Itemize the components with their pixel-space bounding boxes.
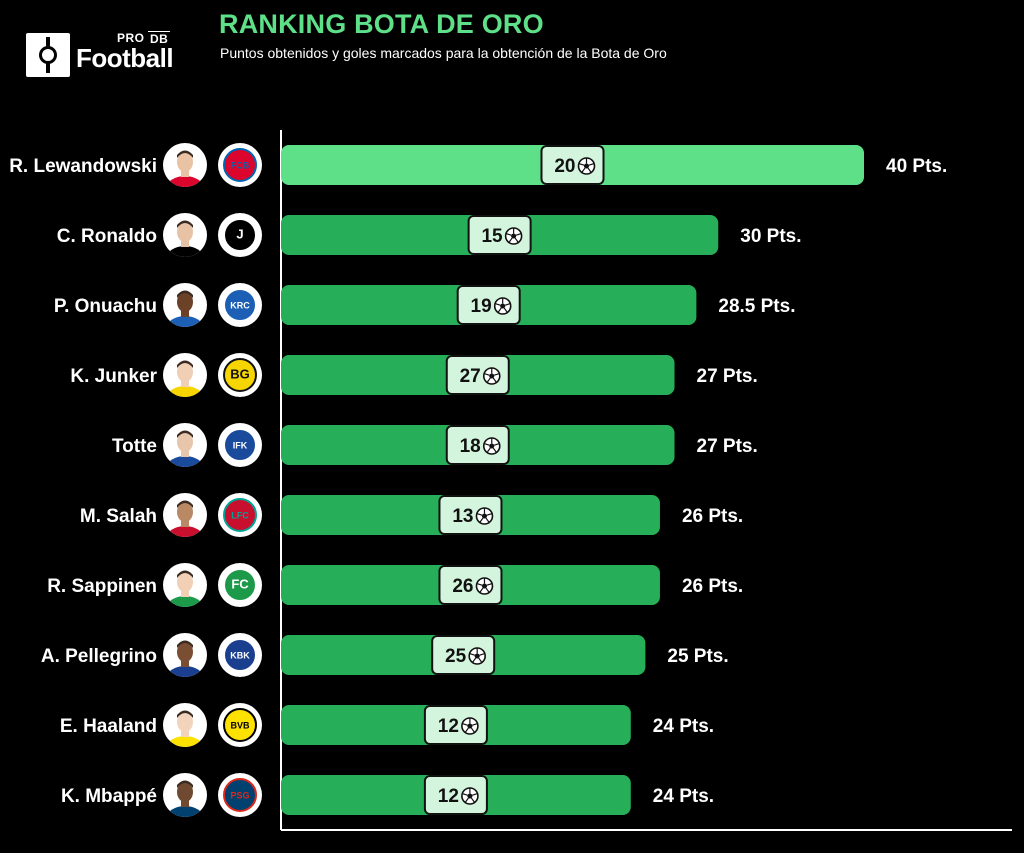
club-crest: KRC	[218, 283, 262, 327]
football-icon	[461, 787, 479, 805]
goals-value-label: 26	[452, 576, 473, 597]
points-value-label: 26 Pts.	[682, 506, 743, 527]
goals-value-label: 12	[438, 786, 459, 807]
bar-row: Totte IFK 18 27 Pts.	[112, 423, 758, 467]
goals-badge: 12	[423, 705, 488, 745]
club-crest: KBK	[218, 633, 262, 677]
club-crest: PSG	[218, 773, 262, 817]
goals-value-label: 20	[554, 156, 575, 177]
bar-row: A. Pellegrino KBK 25 25 Pts.	[41, 633, 729, 677]
goals-badge: 27	[445, 355, 510, 395]
football-icon	[504, 227, 523, 245]
club-crest: BVB	[218, 703, 262, 747]
player-name-label: Totte	[112, 436, 157, 457]
points-value-label: 27 Pts.	[697, 436, 758, 457]
profootballdb-logo: PRO DB Football	[26, 31, 190, 79]
logo-wordmark: Football	[76, 43, 174, 73]
club-crest-mark: LFC	[231, 511, 249, 521]
football-icon	[461, 717, 479, 735]
football-icon	[468, 647, 486, 665]
logo-db-text: DB	[148, 31, 171, 46]
club-crest: FCB	[218, 143, 262, 187]
goals-value-label: 27	[460, 366, 481, 387]
player-avatar	[163, 703, 207, 747]
bar-row: K. Mbappé PSG 12 24 Pts.	[61, 773, 714, 817]
goals-value-label: 25	[445, 646, 467, 667]
club-crest: J	[218, 213, 262, 257]
points-value-label: 26 Pts.	[682, 576, 743, 597]
goals-value-label: 13	[452, 506, 473, 527]
goals-value-label: 12	[438, 716, 459, 737]
goals-badge: 12	[423, 775, 488, 815]
club-crest: FC	[218, 563, 262, 607]
club-crest: LFC	[218, 493, 262, 537]
goals-badge: 13	[438, 495, 503, 535]
club-crest-mark: J	[236, 227, 243, 242]
player-avatar	[163, 353, 207, 397]
points-value-label: 24 Pts.	[653, 786, 714, 807]
club-crest-mark: KRC	[230, 301, 250, 311]
goals-value-label: 18	[460, 436, 481, 457]
bar-row: M. Salah LFC 13 26 Pts.	[80, 493, 743, 537]
goals-badge: 26	[438, 565, 503, 605]
chart-title: RANKING BOTA DE ORO	[219, 9, 544, 39]
player-avatar	[163, 633, 207, 677]
player-name-label: R. Sappinen	[47, 576, 157, 597]
player-name-label: M. Salah	[80, 506, 157, 527]
points-value-label: 27 Pts.	[697, 366, 758, 387]
bar-row: P. Onuachu KRC 19 28.5 Pts.	[54, 283, 795, 327]
bar-row: K. Junker BG 27 27 Pts.	[70, 353, 758, 397]
club-crest-mark: FCB	[231, 161, 250, 171]
player-name-label: E. Haaland	[60, 716, 157, 737]
player-avatar	[163, 143, 207, 187]
football-icon	[482, 437, 501, 455]
points-value-label: 28.5 Pts.	[718, 296, 795, 317]
goals-badge: 19	[456, 285, 521, 325]
club-crest-mark: IFK	[233, 441, 248, 451]
player-avatar	[163, 283, 207, 327]
football-icon	[577, 157, 596, 175]
logo-pro-text: PRO	[117, 31, 145, 45]
football-icon	[493, 297, 512, 315]
player-name-label: A. Pellegrino	[41, 646, 157, 667]
points-value-label: 24 Pts.	[653, 716, 714, 737]
player-avatar	[163, 213, 207, 257]
club-crest-mark: KBK	[230, 651, 250, 661]
player-avatar	[163, 563, 207, 607]
football-icon	[475, 507, 494, 525]
bar-row: R. Sappinen FC 26 26 Pts.	[47, 563, 743, 607]
football-icon	[482, 367, 501, 385]
goals-value-label: 15	[481, 226, 503, 247]
club-crest-mark: FC	[231, 577, 249, 592]
goals-badge: 25	[431, 635, 496, 675]
bar-row: C. Ronaldo J 15 30 Pts.	[57, 213, 802, 257]
player-avatar	[163, 773, 207, 817]
club-crest: IFK	[218, 423, 262, 467]
bar-row: E. Haaland BVB 12 24 Pts.	[60, 703, 714, 747]
points-value-label: 30 Pts.	[740, 226, 801, 247]
goals-badge: 18	[445, 425, 510, 465]
goals-badge: 20	[540, 145, 605, 185]
points-value-label: 25 Pts.	[667, 646, 728, 667]
football-icon	[475, 577, 494, 595]
player-avatar	[163, 493, 207, 537]
player-avatar	[163, 423, 207, 467]
player-name-label: C. Ronaldo	[57, 226, 157, 247]
logo-mark-icon	[26, 33, 70, 77]
club-crest: BG	[218, 353, 262, 397]
player-name-label: K. Mbappé	[61, 786, 157, 807]
goals-value-label: 19	[471, 296, 492, 317]
goals-badge: 15	[467, 215, 532, 255]
points-value-label: 40 Pts.	[886, 156, 947, 177]
player-name-label: R. Lewandowski	[9, 156, 157, 177]
club-crest-mark: BG	[230, 367, 250, 382]
player-name-label: K. Junker	[70, 366, 157, 387]
club-crest-mark: PSG	[230, 791, 249, 801]
player-name-label: P. Onuachu	[54, 296, 157, 317]
bar-row: R. Lewandowski FCB 20 40 Pts.	[9, 143, 947, 187]
chart-subtitle: Puntos obtenidos y goles marcados para l…	[220, 45, 667, 61]
club-crest-mark: BVB	[230, 721, 250, 731]
